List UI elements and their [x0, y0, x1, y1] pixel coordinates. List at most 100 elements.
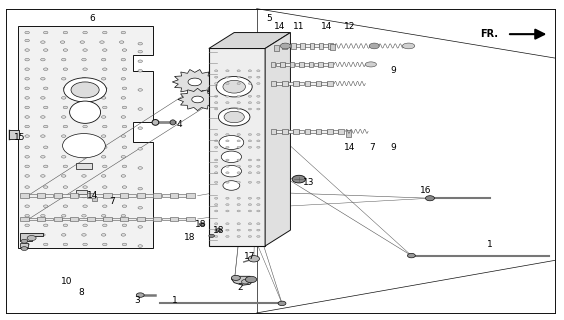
Circle shape [122, 224, 127, 227]
Circle shape [257, 165, 260, 167]
Circle shape [83, 125, 87, 128]
Circle shape [103, 243, 107, 246]
Circle shape [102, 77, 106, 80]
Circle shape [83, 31, 87, 34]
Polygon shape [209, 33, 290, 49]
Circle shape [102, 135, 106, 137]
Circle shape [248, 210, 252, 212]
Circle shape [248, 159, 252, 161]
Circle shape [41, 156, 45, 158]
Bar [95, 194, 103, 197]
Circle shape [103, 68, 107, 70]
Circle shape [226, 159, 229, 161]
Bar [282, 81, 288, 86]
Bar [280, 62, 285, 67]
Circle shape [248, 108, 252, 110]
Circle shape [61, 156, 66, 158]
Bar [274, 45, 279, 51]
Bar [296, 44, 300, 47]
Circle shape [226, 229, 229, 231]
Circle shape [237, 197, 240, 199]
Bar [112, 218, 120, 220]
Circle shape [223, 181, 240, 190]
Bar [161, 194, 170, 197]
Circle shape [248, 256, 259, 262]
Circle shape [25, 243, 29, 246]
Circle shape [214, 165, 218, 167]
Circle shape [25, 234, 29, 236]
Circle shape [226, 165, 229, 167]
Text: 13: 13 [303, 178, 315, 187]
Circle shape [138, 108, 143, 110]
Ellipse shape [170, 120, 175, 125]
Circle shape [248, 140, 252, 142]
Text: 1: 1 [172, 296, 178, 305]
Text: 17: 17 [244, 252, 255, 261]
Circle shape [226, 83, 229, 84]
Circle shape [41, 234, 45, 236]
Circle shape [102, 58, 106, 61]
Bar [76, 190, 87, 195]
Bar [170, 217, 178, 221]
Circle shape [237, 172, 240, 174]
Circle shape [138, 206, 143, 209]
Bar [282, 129, 288, 134]
Bar [290, 62, 294, 67]
Bar [305, 44, 310, 47]
Bar [70, 217, 78, 221]
Ellipse shape [402, 43, 415, 49]
Circle shape [83, 106, 87, 109]
Circle shape [226, 204, 229, 205]
Circle shape [80, 41, 85, 44]
Circle shape [25, 68, 29, 70]
Circle shape [248, 76, 252, 78]
Circle shape [219, 135, 244, 149]
Circle shape [248, 95, 252, 97]
Circle shape [214, 181, 218, 183]
Circle shape [237, 204, 240, 205]
Text: FR.: FR. [481, 29, 499, 39]
Circle shape [224, 111, 244, 123]
Circle shape [83, 224, 87, 227]
Text: 9: 9 [390, 143, 396, 152]
Circle shape [82, 58, 86, 61]
Text: 14: 14 [321, 22, 333, 31]
Circle shape [221, 165, 241, 177]
Circle shape [214, 204, 218, 205]
Circle shape [41, 97, 45, 99]
Circle shape [63, 106, 68, 109]
Bar [321, 130, 327, 132]
Bar [9, 130, 19, 139]
Text: 10: 10 [61, 276, 73, 285]
Circle shape [257, 236, 260, 237]
Circle shape [102, 214, 106, 217]
Circle shape [226, 102, 229, 104]
Bar [309, 62, 314, 67]
Circle shape [226, 172, 229, 174]
Circle shape [63, 125, 68, 128]
Bar [299, 130, 305, 132]
Circle shape [82, 97, 86, 99]
Circle shape [41, 214, 45, 217]
Text: 1: 1 [487, 240, 493, 249]
Circle shape [226, 133, 229, 135]
Circle shape [61, 234, 66, 236]
Text: 9: 9 [390, 66, 396, 75]
Circle shape [25, 205, 29, 207]
Text: 2: 2 [237, 283, 243, 292]
Circle shape [237, 223, 240, 225]
Circle shape [25, 186, 29, 188]
Circle shape [25, 224, 29, 227]
Bar [318, 62, 323, 67]
Circle shape [214, 133, 218, 135]
Bar [282, 43, 287, 49]
Bar [78, 194, 87, 197]
Bar [305, 129, 310, 134]
Circle shape [25, 196, 29, 198]
Circle shape [43, 87, 48, 90]
Circle shape [61, 58, 66, 61]
Polygon shape [178, 88, 217, 111]
Circle shape [237, 210, 240, 212]
Circle shape [226, 108, 229, 110]
Bar [323, 44, 328, 47]
